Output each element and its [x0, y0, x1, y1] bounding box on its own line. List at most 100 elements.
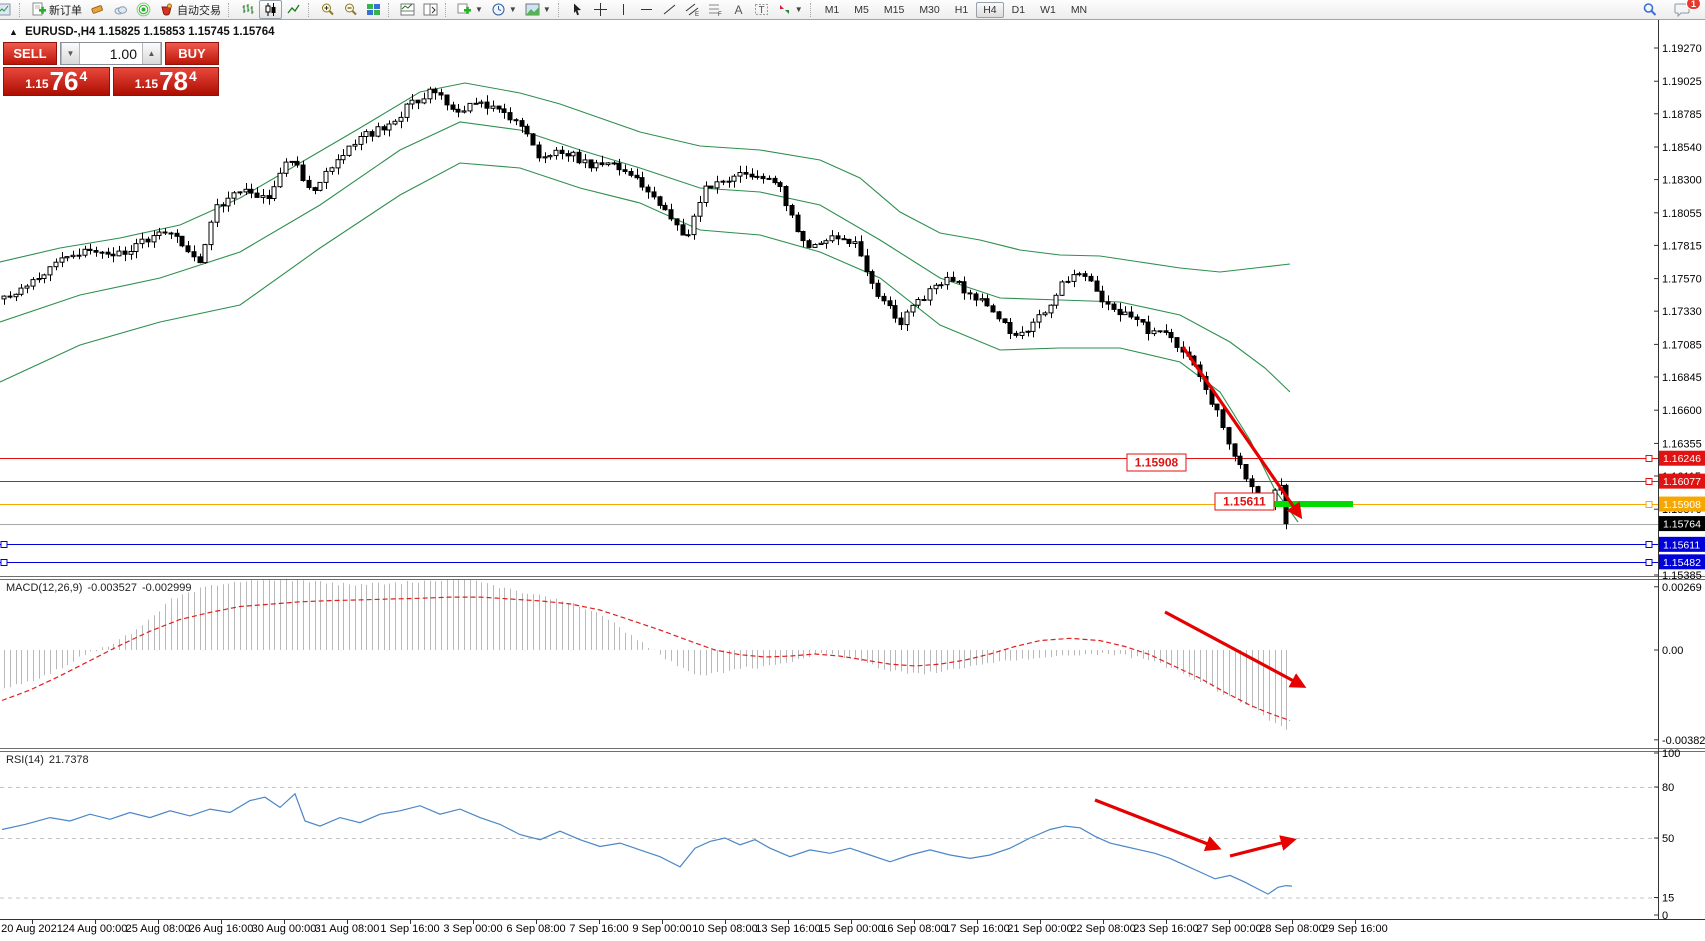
trend-arrow[interactable] — [1181, 346, 1303, 520]
svg-text:1.15482: 1.15482 — [1663, 557, 1701, 569]
timeframe-m1-button[interactable]: M1 — [824, 3, 840, 16]
timeframe-h1-button[interactable]: H1 — [954, 3, 969, 16]
volume-down-button[interactable]: ▼ — [61, 43, 80, 64]
buy-price-pip: 4 — [188, 68, 197, 84]
templates-button[interactable]: ▼ — [521, 0, 555, 19]
svg-text:100: 100 — [1662, 748, 1680, 760]
indicator-window-button[interactable] — [396, 0, 419, 19]
svg-text:1.15908: 1.15908 — [1663, 499, 1701, 511]
add-indicator-button[interactable]: ▼ — [453, 0, 487, 19]
volume-up-button[interactable]: ▲ — [142, 43, 161, 64]
svg-text:1 Sep 16:00: 1 Sep 16:00 — [380, 923, 439, 935]
indicator-window-icon — [400, 3, 415, 16]
text-a-icon: A — [734, 3, 742, 17]
fibonacci-button[interactable]: F — [704, 0, 727, 19]
trend-arrows[interactable] — [1094, 346, 1307, 858]
buy-button[interactable]: BUY — [165, 42, 219, 65]
sell-button[interactable]: SELL — [3, 42, 57, 65]
eraser-button[interactable] — [86, 0, 109, 19]
svg-text:F: F — [718, 12, 722, 17]
trend-arrow[interactable] — [1164, 610, 1307, 688]
timeframe-mn-button[interactable]: MN — [1070, 3, 1088, 16]
one-click-trading-panel: SELL ▼ 1.00 ▲ BUY 1.15 76 4 1.15 78 4 — [3, 42, 219, 96]
cloud-button[interactable] — [109, 0, 132, 19]
new-order-label: 新订单 — [49, 4, 82, 17]
bollinger-bands — [0, 82, 1299, 523]
signals-button[interactable] — [132, 0, 155, 19]
new-order-button[interactable]: 新订单 — [27, 0, 86, 19]
timeframe-m5-button[interactable]: M5 — [854, 3, 869, 16]
volume-input[interactable]: 1.00 — [109, 45, 137, 62]
cursor-button[interactable] — [566, 0, 589, 19]
svg-text:13 Sep 16:00: 13 Sep 16:00 — [755, 923, 820, 935]
sell-price-block[interactable]: 1.15 76 4 — [3, 67, 110, 96]
green-level-segment[interactable] — [1220, 501, 1353, 507]
price-annotation-labels[interactable]: 1.15908 1.15611 — [1126, 453, 1275, 511]
svg-text:16 Sep 08:00: 16 Sep 08:00 — [881, 923, 946, 935]
zoom-in-button[interactable] — [316, 0, 339, 19]
line-handle[interactable] — [1645, 478, 1653, 485]
trend-arrow[interactable] — [1094, 798, 1222, 852]
timeframe-d1-button[interactable]: D1 — [1011, 3, 1026, 16]
svg-text:1.16845: 1.16845 — [1662, 372, 1702, 384]
line-handle[interactable] — [0, 541, 8, 548]
svg-text:26 Aug 16:00: 26 Aug 16:00 — [189, 923, 254, 935]
svg-text:15: 15 — [1662, 893, 1674, 905]
buy-price-block[interactable]: 1.15 78 4 — [112, 67, 219, 96]
timeframe-m15-button[interactable]: M15 — [883, 3, 905, 16]
timeframe-w1-button[interactable]: W1 — [1040, 3, 1056, 16]
search-icon — [1643, 2, 1657, 16]
arrows-button[interactable]: ▼ — [773, 0, 807, 19]
svg-text:1.18300: 1.18300 — [1662, 175, 1702, 187]
svg-text:24 Aug 00:00: 24 Aug 00:00 — [63, 923, 128, 935]
vertical-line-button[interactable] — [612, 0, 635, 19]
periods-button[interactable]: ▼ — [487, 0, 521, 19]
svg-text:1.18540: 1.18540 — [1662, 142, 1702, 154]
svg-text:0: 0 — [1662, 910, 1668, 922]
line-handle[interactable] — [1645, 501, 1653, 508]
svg-text:T: T — [758, 5, 764, 16]
svg-text:1.17330: 1.17330 — [1662, 306, 1702, 318]
trendline-button[interactable] — [658, 0, 681, 19]
autotrading-button[interactable]: 自动交易 — [155, 0, 225, 19]
svg-text:1.18785: 1.18785 — [1662, 109, 1702, 121]
macd-signal-line — [1, 596, 1291, 722]
timeframe-m30-button[interactable]: M30 — [919, 3, 940, 16]
line-handle[interactable] — [1645, 541, 1653, 548]
line-chart-button[interactable] — [282, 0, 305, 19]
timeframe-h4-button[interactable]: H4 — [976, 1, 1004, 18]
zoom-out-icon — [345, 3, 357, 16]
tile-windows-button[interactable] — [362, 0, 385, 19]
equidistant-channel-button[interactable]: E — [681, 0, 704, 19]
toolbar-separator — [445, 2, 450, 17]
signal-icon — [136, 2, 151, 17]
svg-text:1.17085: 1.17085 — [1662, 339, 1702, 351]
search-button[interactable] — [1638, 0, 1662, 19]
new-order-icon — [32, 2, 46, 16]
line-handle[interactable] — [1645, 559, 1653, 566]
chevron-down-icon: ▼ — [794, 4, 803, 14]
text-button[interactable]: A — [727, 0, 750, 19]
line-handle[interactable] — [1645, 455, 1653, 462]
trend-arrow[interactable] — [1229, 835, 1297, 858]
zoom-out-button[interactable] — [339, 0, 362, 19]
line-handle[interactable] — [0, 559, 8, 566]
chat-button[interactable]: 1 — [1670, 0, 1701, 19]
candlestick-chart-button[interactable] — [259, 0, 282, 19]
indicator-window-cursor-button[interactable] — [419, 0, 442, 19]
svg-text:0.00: 0.00 — [1662, 645, 1683, 657]
svg-text:A: A — [734, 3, 742, 17]
channel-icon: E — [685, 3, 699, 17]
ohlc-quote: 1.15825 1.15853 1.15745 1.15764 — [98, 26, 275, 38]
horizontal-price-lines[interactable] — [0, 455, 1658, 566]
crosshair-button[interactable] — [589, 0, 612, 19]
text-label-button[interactable]: T — [750, 0, 773, 19]
timeframe-toolbar: M1 M5 M15 M30 H1 H4 D1 W1 MN — [818, 1, 1094, 18]
bar-chart-button[interactable] — [236, 0, 259, 19]
horizontal-line-button[interactable] — [635, 0, 658, 19]
collapse-arrow-icon[interactable]: ▲ — [9, 27, 18, 37]
indicator-window-cursor-icon — [423, 3, 438, 16]
svg-text:25 Aug 08:00: 25 Aug 08:00 — [126, 923, 191, 935]
cloud-icon — [114, 6, 127, 15]
